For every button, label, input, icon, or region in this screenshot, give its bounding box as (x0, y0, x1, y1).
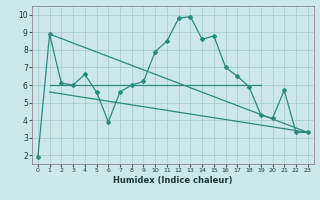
X-axis label: Humidex (Indice chaleur): Humidex (Indice chaleur) (113, 176, 233, 185)
